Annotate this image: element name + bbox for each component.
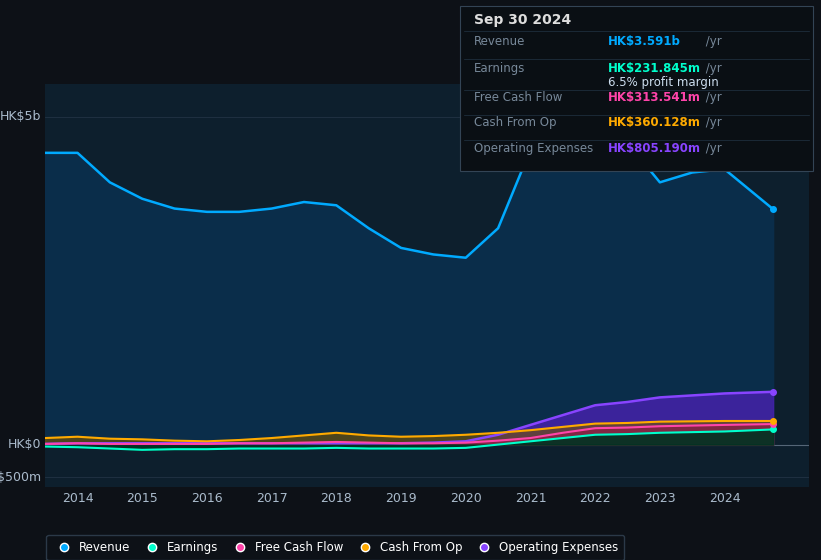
Text: 6.5% profit margin: 6.5% profit margin <box>608 76 718 88</box>
Text: /yr: /yr <box>702 91 722 104</box>
Text: -HK$500m: -HK$500m <box>0 471 41 484</box>
Text: HK$0: HK$0 <box>8 438 41 451</box>
Text: /yr: /yr <box>702 62 722 74</box>
Text: Operating Expenses: Operating Expenses <box>474 142 593 155</box>
Legend: Revenue, Earnings, Free Cash Flow, Cash From Op, Operating Expenses: Revenue, Earnings, Free Cash Flow, Cash … <box>46 535 625 560</box>
Text: /yr: /yr <box>702 35 722 48</box>
Text: HK$805.190m: HK$805.190m <box>608 142 700 155</box>
Text: HK$313.541m: HK$313.541m <box>608 91 700 104</box>
Text: Free Cash Flow: Free Cash Flow <box>474 91 562 104</box>
Text: Sep 30 2024: Sep 30 2024 <box>474 13 571 27</box>
Text: HK$5b: HK$5b <box>0 110 41 123</box>
Text: /yr: /yr <box>702 116 722 129</box>
Text: Cash From Op: Cash From Op <box>474 116 556 129</box>
Text: HK$231.845m: HK$231.845m <box>608 62 700 74</box>
Text: /yr: /yr <box>702 142 722 155</box>
Text: HK$3.591b: HK$3.591b <box>608 35 681 48</box>
Text: Earnings: Earnings <box>474 62 525 74</box>
Text: HK$360.128m: HK$360.128m <box>608 116 700 129</box>
Text: Revenue: Revenue <box>474 35 525 48</box>
